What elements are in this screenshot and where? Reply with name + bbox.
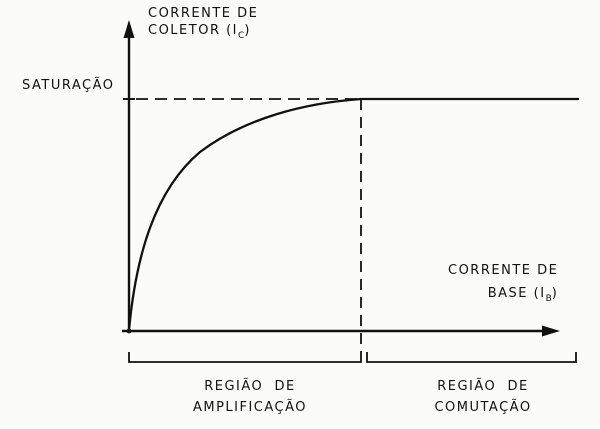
x-axis-label: CORRENTE DE BASE (IB) xyxy=(448,262,558,304)
amplification-region-line2: AMPLIFICAÇÃO xyxy=(192,400,308,415)
x-axis-label-prefix: BASE (I xyxy=(487,286,546,301)
y-axis-label-subscript: C xyxy=(238,31,245,41)
switching-region-line1: REGIÃO DE xyxy=(437,379,529,394)
saturation-label: SATURAÇÃO xyxy=(22,78,115,93)
y-axis-label-line2: COLETOR (IC) xyxy=(148,22,258,41)
switching-region-bracket xyxy=(366,352,577,363)
switching-region-line2: COMUTAÇÃO xyxy=(434,400,532,415)
x-axis-label-line1: CORRENTE DE xyxy=(448,263,559,278)
x-axis-arrow xyxy=(542,325,560,337)
y-axis-label-prefix: COLETOR (I xyxy=(148,23,239,38)
amplification-region-line1: REGIÃO DE xyxy=(204,379,296,394)
x-axis-label-line2: BASE (IB) xyxy=(448,285,558,304)
y-axis-label-suffix: ) xyxy=(244,23,251,38)
y-axis-label-line1: CORRENTE DE xyxy=(148,6,259,21)
collector-current-curve xyxy=(127,97,579,331)
amplification-region-bracket xyxy=(128,352,362,363)
switching-region-label: REGIÃO DE COMUTAÇÃO xyxy=(408,378,558,416)
y-axis-label: CORRENTE DE COLETOR (IC) xyxy=(148,5,258,41)
origin-point xyxy=(126,328,132,334)
amplification-region-label: REGIÃO DE AMPLIFICAÇÃO xyxy=(170,378,330,416)
x-axis-label-subscript: B xyxy=(545,294,552,304)
x-axis-label-suffix: ) xyxy=(551,286,559,301)
y-axis-arrow xyxy=(123,20,135,38)
